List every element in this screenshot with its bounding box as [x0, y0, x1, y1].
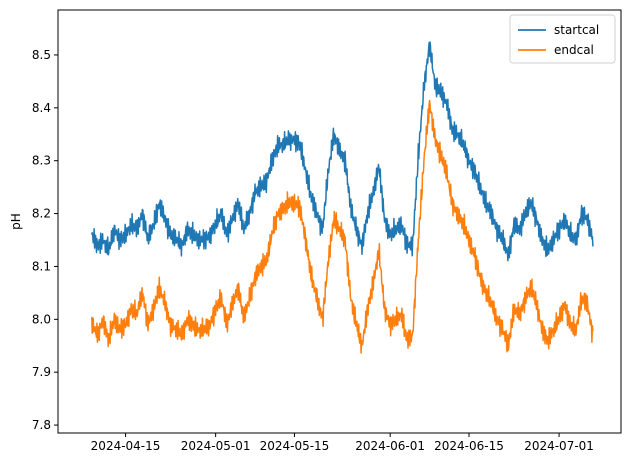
series-group [91, 41, 594, 354]
y-axis: 7.8 7.9 8.0 8.1 8.2 8.3 8.4 8.5 [32, 48, 58, 432]
x-tick-label: 2024-07-01 [524, 439, 594, 453]
y-tick-label: 8.2 [32, 207, 51, 221]
x-tick-label: 2024-06-15 [434, 439, 504, 453]
x-tick-label: 2024-05-01 [181, 439, 251, 453]
legend-frame [509, 14, 616, 64]
series-line-endcal [91, 99, 594, 354]
x-tick-label: 2024-05-15 [260, 439, 330, 453]
plot-frame [57, 9, 622, 434]
y-tick-label: 8.1 [32, 259, 51, 273]
series-line-startcal [91, 41, 594, 262]
x-tick-label: 2024-06-01 [355, 439, 425, 453]
y-tick-label: 7.8 [32, 418, 51, 432]
legend: startcal endcal [509, 14, 616, 64]
x-tick-label: 2024-04-15 [91, 439, 161, 453]
y-tick-label: 8.5 [32, 48, 51, 62]
y-axis-label: pH [9, 213, 23, 230]
legend-label-startcal: startcal [554, 23, 599, 37]
y-tick-label: 7.9 [32, 365, 51, 379]
x-axis: 2024-04-15 2024-05-01 2024-05-15 2024-06-01… [91, 433, 594, 453]
y-tick-label: 8.4 [32, 101, 51, 115]
legend-label-endcal: endcal [554, 43, 594, 57]
y-tick-label: 8.0 [32, 312, 51, 326]
y-tick-label: 8.3 [32, 154, 51, 168]
